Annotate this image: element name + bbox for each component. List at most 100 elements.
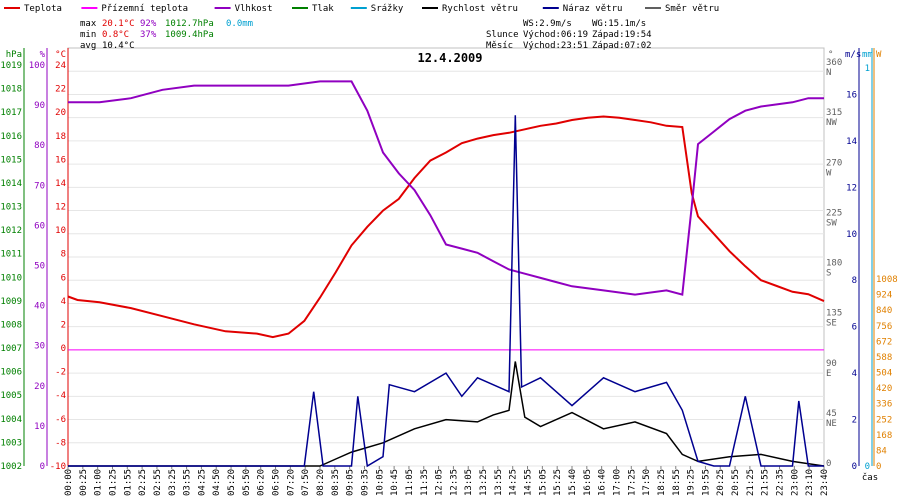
x-tick-label: 17:50: [642, 469, 652, 496]
pressure-tick-label: 1007: [0, 344, 22, 354]
direction-tick-label: 225: [826, 208, 842, 218]
temperature-tick-label: 4: [61, 297, 66, 307]
humidity-tick-label: 100: [29, 61, 45, 71]
wind-tick-label: 4: [852, 369, 857, 379]
pressure-tick-label: 1017: [0, 108, 22, 118]
direction-tick-label: 0: [826, 459, 831, 469]
x-tick-label: 01:00: [94, 469, 104, 496]
direction-tick-label: 90: [826, 359, 837, 369]
stat-sunset: Západ:19:54: [592, 30, 652, 40]
humidity-tick-label: 30: [34, 342, 45, 352]
x-tick-label: 03:25: [168, 469, 178, 496]
humidity-tick-label: 60: [34, 221, 45, 231]
pressure-tick-label: 1002: [0, 462, 22, 472]
x-tick-label: 19:55: [701, 469, 711, 496]
x-tick-label: 13:25: [479, 469, 489, 496]
pressure-tick-label: 1003: [0, 438, 22, 448]
direction-compass-label: E: [826, 369, 831, 379]
x-tick-label: 21:25: [746, 469, 756, 496]
x-tick-label: 21:55: [761, 469, 771, 496]
x-tick-label: 12:05: [435, 469, 445, 496]
stats-panel: max 20.1°C 92% 1012.7hPa 0.0mm min 0.8°C 37% 100…: [80, 19, 652, 51]
direction-tick-label: 45: [826, 409, 837, 419]
temperature-tick-label: 0: [61, 344, 66, 354]
pressure-tick-label: 1013: [0, 203, 22, 213]
left-axes: hPa1019101810171016101510141013101210111…: [0, 48, 69, 472]
stat-min-press: 1009.4hPa: [165, 30, 214, 40]
x-tick-label: 20:55: [731, 469, 741, 496]
x-tick-label: 03:55: [183, 469, 193, 496]
wind-tick-label: 0: [852, 462, 857, 472]
wind-tick-label: 6: [852, 323, 857, 333]
x-tick-label: 04:25: [197, 469, 207, 496]
radiation-tick-label: 1008: [876, 275, 898, 285]
radiation-tick-label: 420: [876, 384, 892, 394]
legend-label: Směr větru: [665, 4, 719, 14]
wind-axis-unit: m/s: [845, 50, 861, 60]
humidity-tick-label: 50: [34, 262, 45, 272]
rain-tick-label: 1: [865, 64, 870, 74]
x-axis-label: čas: [862, 472, 878, 483]
x-tick-label: 08:20: [316, 469, 326, 496]
radiation-tick-label: 840: [876, 306, 892, 316]
pressure-tick-label: 1005: [0, 391, 22, 401]
direction-compass-label: SW: [826, 218, 837, 228]
x-tick-label: 09:35: [360, 469, 370, 496]
x-tick-label: 17:00: [612, 469, 622, 496]
series-line: [68, 115, 824, 468]
direction-tick-label: 270: [826, 158, 842, 168]
direction-compass-label: NE: [826, 419, 837, 429]
x-tick-label: 23:10: [805, 469, 815, 496]
x-tick-label: 22:35: [776, 469, 786, 496]
temperature-tick-label: -4: [55, 391, 66, 401]
humidity-tick-label: 0: [40, 462, 45, 472]
direction-compass-label: S: [826, 269, 831, 279]
x-tick-label: 06:20: [257, 469, 267, 496]
radiation-tick-label: 672: [876, 337, 892, 347]
x-tick-label: 16:05: [583, 469, 593, 496]
radiation-tick-label: 84: [876, 446, 887, 456]
stat-min-hum: 37%: [140, 30, 157, 40]
humidity-tick-label: 10: [34, 422, 45, 432]
direction-tick-label: 180: [826, 259, 842, 269]
pressure-tick-label: 1018: [0, 85, 22, 95]
radiation-tick-label: 588: [876, 353, 892, 363]
chart-title: 12.4.2009: [417, 51, 482, 65]
radiation-axis-unit: W: [876, 50, 882, 60]
legend-label: Vlhkost: [235, 4, 273, 14]
x-tick-label: 05:20: [227, 469, 237, 496]
stat-max-rain: 0.0mm: [226, 19, 253, 29]
x-tick-label: 08:35: [331, 469, 341, 496]
legend: Teplota Přízemní teplota Vlhkost Tlak Srážky…: [4, 4, 719, 14]
x-tick-label: 23:00: [790, 469, 800, 496]
radiation-tick-label: 0: [876, 462, 881, 472]
temperature-tick-label: -8: [55, 438, 66, 448]
radiation-tick-label: 168: [876, 431, 892, 441]
wind-tick-label: 12: [846, 183, 857, 193]
pressure-axis-unit: hPa: [6, 50, 22, 60]
direction-tick-label: 135: [826, 309, 842, 319]
temperature-axis-unit: °C: [55, 50, 66, 60]
stat-avg-temp: 10.4°C: [102, 41, 135, 51]
x-tick-label: 01:25: [108, 469, 118, 496]
direction-compass-label: N: [826, 68, 831, 78]
humidity-tick-label: 80: [34, 141, 45, 151]
pressure-tick-label: 1015: [0, 155, 22, 165]
direction-compass-label: SE: [826, 319, 837, 329]
x-tick-label: 02:25: [138, 469, 148, 496]
humidity-tick-label: 40: [34, 302, 45, 312]
x-tick-label: 15:05: [538, 469, 548, 496]
x-tick-label: 18:55: [672, 469, 682, 496]
x-tick-label: 11:05: [405, 469, 415, 496]
stat-max-hum: 92%: [140, 19, 157, 29]
rain-axis-unit: mm: [862, 50, 873, 60]
direction-compass-label: NW: [826, 118, 837, 128]
x-tick-label: 20:25: [716, 469, 726, 496]
temperature-tick-label: -6: [55, 415, 66, 425]
humidity-tick-label: 90: [34, 101, 45, 111]
x-tick-label: 13:55: [494, 469, 504, 496]
stat-min-label: min: [80, 30, 96, 40]
legend-label: Přízemní teplota: [101, 4, 188, 14]
radiation-tick-label: 924: [876, 291, 892, 301]
series-layer: [67, 80, 825, 468]
